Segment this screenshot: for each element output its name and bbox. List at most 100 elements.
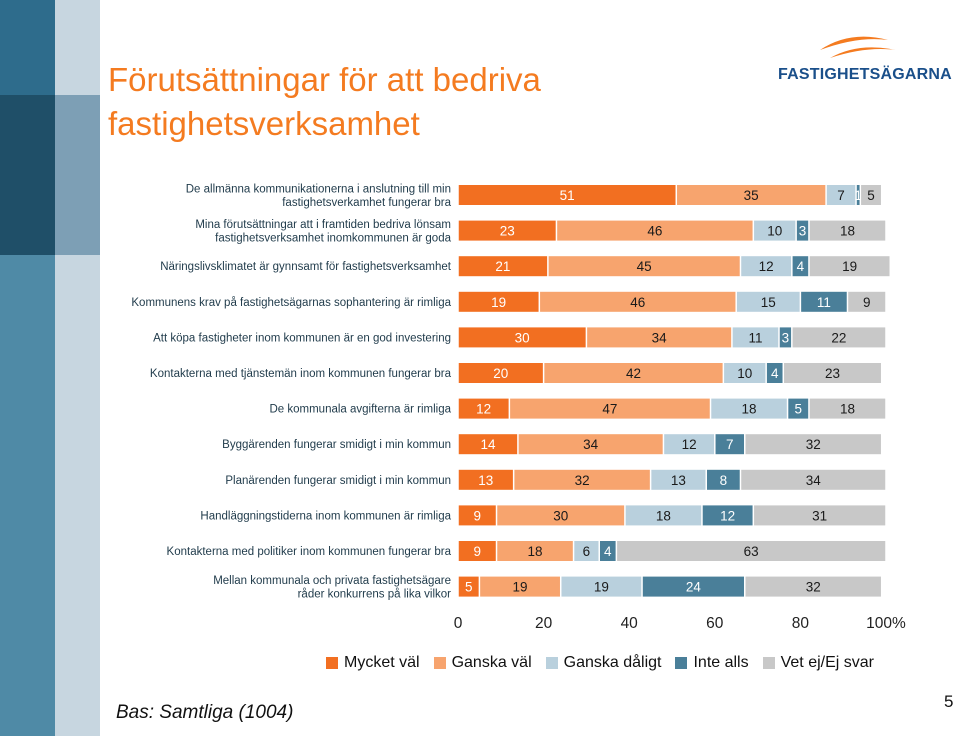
data-label: 7: [726, 437, 734, 452]
bar-segment: [796, 220, 809, 241]
data-label: 46: [630, 295, 645, 310]
legend-label: Vet ej/Ej svar: [780, 654, 874, 671]
data-label: 23: [825, 366, 840, 381]
data-label: 20: [493, 366, 508, 381]
category-label: fastighetsverksamhet inomkommunen är god…: [215, 232, 451, 244]
bar-segment: [788, 398, 809, 419]
category-label: Handläggningstiderna inom kommunen är ri…: [200, 510, 451, 522]
data-label: 18: [840, 224, 855, 239]
bar-segment: [497, 541, 573, 561]
data-label: 18: [742, 402, 757, 417]
bar-segment: [715, 434, 745, 455]
data-label: 1: [854, 188, 862, 203]
x-tick-label: 0: [454, 615, 463, 632]
data-label: 10: [767, 224, 782, 239]
legend-item: Ganska väl: [433, 654, 532, 672]
bar-segment: [561, 576, 642, 597]
legend-swatch: [545, 657, 558, 669]
x-tick-label: 20: [535, 615, 553, 632]
data-label: 9: [863, 295, 871, 310]
legend-item: Inte alls: [675, 654, 749, 672]
legend-swatch: [433, 657, 446, 669]
data-label: 19: [513, 580, 528, 595]
bar-segment: [792, 327, 886, 348]
bar-segment: [779, 327, 792, 348]
bar-segment: [702, 505, 753, 526]
bar-segment: [754, 220, 796, 241]
bar-segment: [510, 398, 710, 419]
bar-segment: [809, 256, 890, 277]
bar-segment: [458, 505, 496, 526]
bar-segment: [625, 505, 702, 526]
data-label: 22: [831, 330, 846, 345]
data-label: 35: [744, 188, 759, 203]
data-label: 4: [797, 259, 805, 274]
bar-segment: [664, 434, 715, 455]
legend-swatch: [675, 657, 688, 669]
decorative-sidebar: [0, 0, 100, 736]
category-label: fastighetsverkamhet fungerar bra: [282, 197, 451, 209]
bar-segment: [548, 256, 740, 277]
bar-segment: [497, 505, 625, 526]
bar-segment: [458, 576, 479, 597]
data-label: 46: [647, 224, 662, 239]
category-label: Kommunens krav på fastighetsägarnas soph…: [131, 297, 451, 309]
bar-segment: [642, 576, 745, 597]
x-tick-label: 80: [792, 615, 810, 632]
data-label: 12: [720, 508, 735, 523]
bar-segment: [677, 185, 826, 205]
data-label: 9: [474, 508, 482, 523]
bar-segment: [599, 541, 616, 561]
sidebar-stripe: [0, 95, 55, 255]
bar-segment: [736, 291, 800, 312]
category-label: råder konkurrens på lika vilkor: [298, 588, 452, 600]
data-label: 18: [656, 508, 671, 523]
bar-segment: [766, 363, 783, 383]
legend-swatch: [762, 657, 775, 669]
bar-segment: [587, 327, 732, 348]
bar-segment: [741, 256, 792, 277]
bar-segment: [856, 185, 860, 205]
bar-segment: [745, 576, 881, 597]
x-tick-label: 60: [706, 615, 724, 632]
data-label: 34: [806, 473, 822, 488]
bar-segment: [741, 469, 886, 490]
data-label: 19: [842, 259, 857, 274]
data-label: 24: [686, 580, 702, 595]
data-label: 12: [682, 437, 697, 452]
legend-item: Ganska dåligt: [545, 654, 662, 672]
bar-segment: [458, 363, 543, 383]
bar-segment: [458, 220, 556, 241]
sidebar-stripe: [0, 255, 55, 736]
bar-segment: [514, 469, 650, 490]
bar-segment: [809, 398, 886, 419]
data-label: 10: [737, 366, 752, 381]
data-label: 13: [478, 473, 493, 488]
legend-label: Inte alls: [693, 654, 749, 671]
stacked-bar-chart: De allmänna kommunikationerna i anslutni…: [131, 183, 906, 632]
bar-segment: [724, 363, 766, 383]
legend-label: Ganska dåligt: [563, 654, 662, 671]
bar-segment: [651, 469, 706, 490]
bar-segment: [480, 576, 560, 597]
data-label: 30: [515, 330, 530, 345]
category-label: De kommunala avgifterna är rimliga: [269, 404, 451, 416]
company-logo: FASTIGHETSÄGARNA: [778, 28, 952, 88]
data-label: 45: [637, 259, 652, 274]
data-label: 23: [500, 224, 515, 239]
category-label: Kontakterna med politiker inom kommunen …: [167, 546, 452, 558]
data-label: 30: [553, 508, 568, 523]
data-label: 3: [799, 224, 807, 239]
category-label: Byggärenden fungerar smidigt i min kommu…: [222, 439, 451, 451]
legend-item: Mycket väl: [326, 654, 420, 672]
category-label: De allmänna kommunikationerna i anslutni…: [186, 183, 451, 195]
data-label: 18: [528, 544, 543, 559]
bar-segment: [711, 398, 787, 419]
data-label: 4: [604, 544, 612, 559]
data-label: 11: [817, 295, 831, 310]
bar-segment: [784, 363, 881, 383]
data-label: 5: [867, 188, 875, 203]
data-label: 47: [602, 402, 617, 417]
data-label: 12: [476, 402, 491, 417]
data-label: 34: [652, 330, 668, 345]
